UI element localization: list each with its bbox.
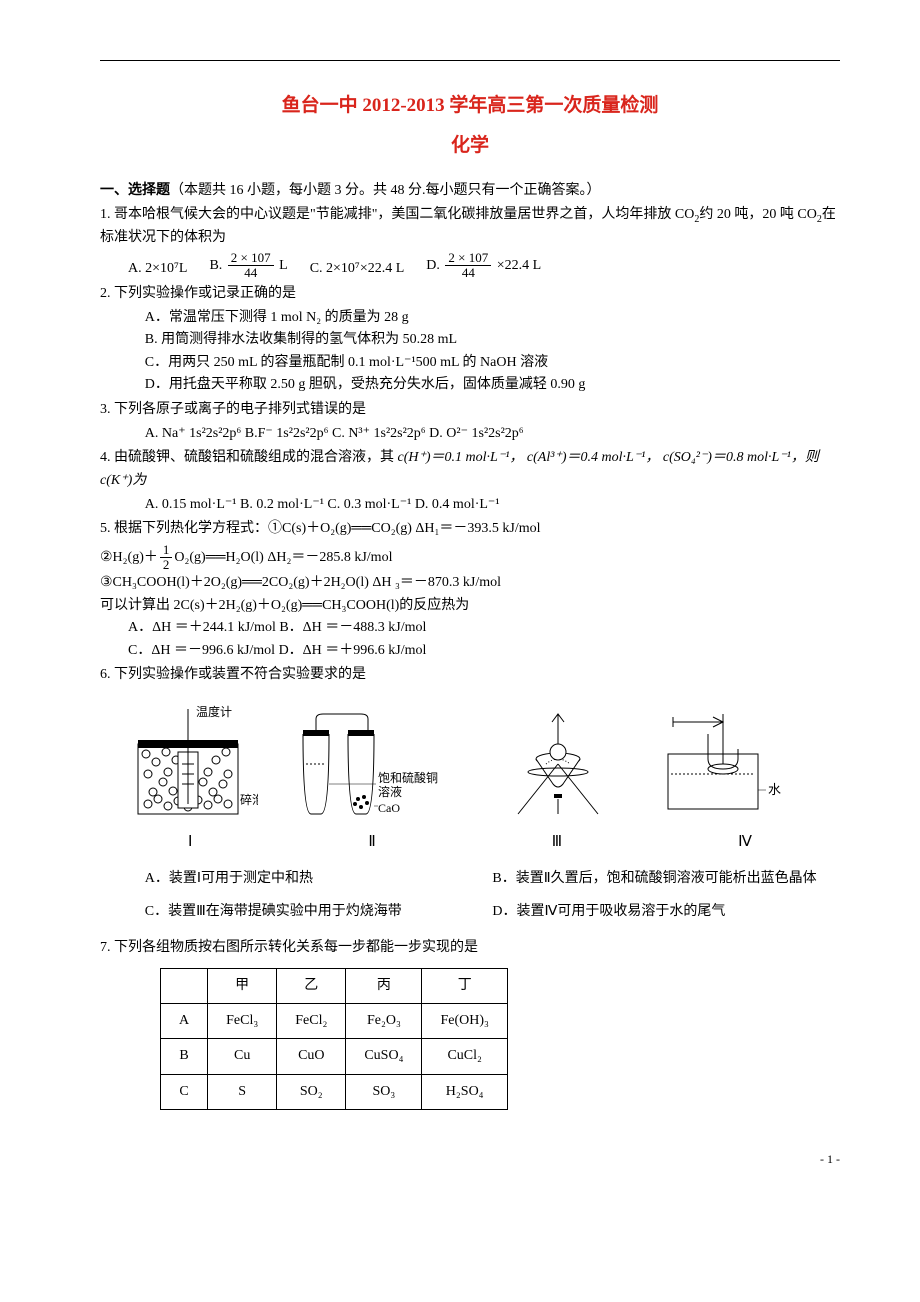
question-6: 6. 下列实验操作或装置不符合实验要求的是 (100, 664, 840, 686)
q4-line1a: 4. 由硫酸钾、硫酸铝和硫酸组成的混合溶液，其 (100, 450, 398, 465)
question-5: 5. 根据下列热化学方程式：①C(s)＋O₂(g)══CO₂(g) ΔH₁＝－3… (100, 518, 840, 540)
figure-4: 水 (653, 704, 823, 824)
th-blank (161, 968, 208, 1003)
q5-l2b: O₂(g)══H₂O(l) ΔH₂＝－285.8 kJ/mol (174, 550, 392, 565)
question-3: 3. 下列各原子或离子的电子排列式错误的是 (100, 399, 840, 421)
q1-optD-den: 44 (445, 266, 491, 280)
q1-optD-prefix: D. (426, 258, 443, 273)
cell: B (161, 1039, 208, 1074)
q1-optD-suffix: ×22.4 L (493, 258, 541, 273)
fig-label-4: Ⅳ (738, 830, 752, 854)
q1-optA: A. 2×10⁷L (128, 258, 187, 280)
top-rule (100, 60, 840, 61)
q1-text-b: 约 20 吨，20 吨 CO (699, 207, 816, 222)
cell: A (161, 1003, 208, 1038)
q2-optA: A．常温常压下测得 1 mol N₂ 的质量为 28 g (100, 307, 840, 329)
q1-optD: D. 2 × 10744 ×22.4 L (426, 251, 541, 281)
section-1-header: 一、选择题（本题共 16 小题，每小题 3 分。共 48 分.每小题只有一个正确… (100, 180, 840, 202)
q1-optB-suffix: L (276, 258, 288, 273)
fig1-label-foam: 碎泡沫 (240, 792, 258, 807)
q1-optB-prefix: B. (209, 258, 225, 273)
figure-1: 温度计 碎泡沫 (118, 704, 258, 824)
fig1-label-thermometer: 温度计 (196, 704, 232, 719)
q1-optD-frac: 2 × 10744 (445, 251, 491, 281)
q1-optB-frac: 2 × 10744 (228, 251, 274, 281)
question-2: 2. 下列实验操作或记录正确的是 (100, 283, 840, 305)
th-ding: 丁 (422, 968, 507, 1003)
figure-2-svg: 饱和硫酸铜 溶液 CaO (293, 704, 463, 824)
cell: S (208, 1074, 277, 1109)
q2-optC: C．用两只 250 mL 的容量瓶配制 0.1 mol·L⁻¹500 mL 的 … (100, 352, 840, 374)
q5-l2-frac: 12 (160, 543, 173, 573)
cell: CuSO₄ (346, 1039, 422, 1074)
q1-optC: C. 2×10⁷×22.4 L (310, 258, 405, 280)
fig2-label-cao: CaO (378, 801, 400, 815)
figure-2: 饱和硫酸铜 溶液 CaO (293, 704, 463, 824)
q5-line2: ②H₂(g)＋12O₂(g)══H₂O(l) ΔH₂＝－285.8 kJ/mol (100, 543, 840, 573)
fig-label-1: Ⅰ (188, 830, 192, 854)
q2-optB: B. 用筒测得排水法收集制得的氢气体积为 50.28 mL (100, 329, 840, 351)
cell: FeCl₃ (208, 1003, 277, 1038)
question-1: 1. 哥本哈根气候大会的中心议题是"节能减排"，美国二氧化碳排放量居世界之首，人… (100, 204, 840, 249)
q6-optB: B．装置Ⅱ久置后，饱和硫酸铜溶液可能析出蓝色晶体 (492, 868, 840, 890)
q3-options: A. Na⁺ 1s²2s²2p⁶ B.F⁻ 1s²2s²2p⁶ C. N³⁺ 1… (100, 423, 840, 445)
q1-text-a: 1. 哥本哈根气候大会的中心议题是"节能减排"，美国二氧化碳排放量居世界之首，人… (100, 207, 694, 222)
cell: CuO (277, 1039, 346, 1074)
q1-optB-den: 44 (228, 266, 274, 280)
table-header-row: 甲 乙 丙 丁 (161, 968, 508, 1003)
cell: Cu (208, 1039, 277, 1074)
q5-line4: 可以计算出 2C(s)＋2H₂(g)＋O₂(g)══CH₃COOH(l)的反应热… (100, 595, 840, 617)
q2-optD: D．用托盘天平称取 2.50 g 胆矾，受热充分失水后，固体质量减轻 0.90 … (100, 374, 840, 396)
q5-optsB: C．ΔH ＝－996.6 kJ/mol D．ΔH ＝＋996.6 kJ/mol (100, 640, 840, 662)
cell: SO₃ (346, 1074, 422, 1109)
q5-l2a: ②H₂(g)＋ (100, 550, 158, 565)
figure-4-svg: 水 (653, 704, 823, 824)
q5-l2-den: 2 (160, 558, 173, 572)
q1-optB: B. 2 × 10744 L (209, 251, 287, 281)
section-1-desc: （本题共 16 小题，每小题 3 分。共 48 分.每小题只有一个正确答案。） (170, 183, 601, 198)
fig-label-3: Ⅲ (552, 830, 562, 854)
fig2-label-cuso4-2: 溶液 (378, 784, 402, 799)
table-row: B Cu CuO CuSO₄ CuCl₂ (161, 1039, 508, 1074)
q6-figure-labels: Ⅰ Ⅱ Ⅲ Ⅳ (100, 830, 840, 854)
cell: Fe₂O₃ (346, 1003, 422, 1038)
figure-1-svg: 温度计 碎泡沫 (118, 704, 258, 824)
q1-options: A. 2×10⁷L B. 2 × 10744 L C. 2×10⁷×22.4 L… (100, 251, 840, 281)
q6-optC: C．装置Ⅲ在海带提碘实验中用于灼烧海带 (100, 901, 492, 923)
exam-subject: 化学 (100, 131, 840, 161)
fig-label-2: Ⅱ (368, 830, 375, 854)
q6-optD: D．装置Ⅳ可用于吸收易溶于水的尾气 (492, 901, 840, 923)
q5-l2-num: 1 (160, 543, 173, 558)
page-number: - 1 - (100, 1150, 840, 1169)
th-bing: 丙 (346, 968, 422, 1003)
exam-title: 鱼台一中 2012-2013 学年高三第一次质量检测 (100, 91, 840, 121)
question-4: 4. 由硫酸钾、硫酸铝和硫酸组成的混合溶液，其 c(H⁺)＝0.1 mol·L⁻… (100, 447, 840, 492)
q6-optA: A．装置Ⅰ可用于测定中和热 (100, 868, 492, 890)
q7-table: 甲 乙 丙 丁 A FeCl₃ FeCl₂ Fe₂O₃ Fe(OH)₃ B Cu… (160, 968, 508, 1111)
fig4-label-water: 水 (768, 782, 781, 797)
q4-options: A. 0.15 mol·L⁻¹ B. 0.2 mol·L⁻¹ C. 0.3 mo… (100, 494, 840, 516)
figure-3 (498, 704, 618, 824)
q1-optD-num: 2 × 107 (445, 251, 491, 266)
table-row: C S SO₂ SO₃ H₂SO₄ (161, 1074, 508, 1109)
th-yi: 乙 (277, 968, 346, 1003)
table-row: A FeCl₃ FeCl₂ Fe₂O₃ Fe(OH)₃ (161, 1003, 508, 1038)
q1-optB-num: 2 × 107 (228, 251, 274, 266)
q5-optsA: A．ΔH ＝＋244.1 kJ/mol B．ΔH ＝－488.3 kJ/mol (100, 617, 840, 639)
fig2-label-cuso4-1: 饱和硫酸铜 (378, 770, 438, 785)
q5-line3: ③CH₃COOH(l)＋2O₂(g)══2CO₂(g)＋2H₂O(l) ΔH ₃… (100, 572, 840, 594)
cell: CuCl₂ (422, 1039, 507, 1074)
q6-figures: 温度计 碎泡沫 饱和硫酸铜 溶液 CaO (100, 704, 840, 824)
cell: H₂SO₄ (422, 1074, 507, 1109)
th-jia: 甲 (208, 968, 277, 1003)
cell: FeCl₂ (277, 1003, 346, 1038)
section-1-label: 一、选择题 (100, 183, 170, 198)
cell: C (161, 1074, 208, 1109)
cell: SO₂ (277, 1074, 346, 1109)
question-7: 7. 下列各组物质按右图所示转化关系每一步都能一步实现的是 (100, 937, 840, 959)
q6-opts-row2: C．装置Ⅲ在海带提碘实验中用于灼烧海带 D．装置Ⅳ可用于吸收易溶于水的尾气 (100, 901, 840, 923)
cell: Fe(OH)₃ (422, 1003, 507, 1038)
q6-opts-row1: A．装置Ⅰ可用于测定中和热 B．装置Ⅱ久置后，饱和硫酸铜溶液可能析出蓝色晶体 (100, 868, 840, 890)
figure-3-svg (498, 704, 618, 824)
